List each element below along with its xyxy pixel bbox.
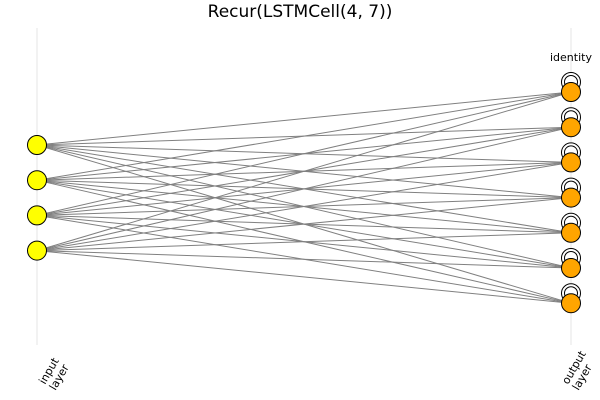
connection-edge (36, 250, 572, 269)
output-node (561, 222, 581, 243)
connection-edge (36, 91, 572, 252)
connection-edge (36, 91, 572, 181)
output-layer-nodes (561, 82, 581, 314)
connection-edge (36, 250, 572, 304)
connection-edge (36, 232, 572, 252)
diagram-title: Recur(LSTMCell(4, 7)) (208, 2, 393, 22)
input-layer-label: input layer (36, 355, 72, 393)
connection-edge (36, 161, 572, 252)
output-node (561, 82, 581, 102)
connection-edge (36, 91, 572, 146)
input-node (27, 135, 47, 155)
input-node (27, 240, 47, 261)
output-node (561, 152, 581, 173)
input-layer-nodes (27, 135, 47, 261)
connection-edge (36, 126, 572, 252)
input-node (27, 205, 47, 226)
connection-edge (36, 197, 572, 252)
output-node (561, 117, 581, 138)
activation-label: identity (550, 51, 592, 64)
output-node (561, 293, 581, 314)
output-node (561, 187, 581, 208)
connections (36, 91, 572, 304)
output-node (561, 258, 581, 278)
connection-edge (36, 91, 572, 216)
output-layer-label: output layer (559, 348, 595, 393)
input-node (27, 170, 47, 191)
